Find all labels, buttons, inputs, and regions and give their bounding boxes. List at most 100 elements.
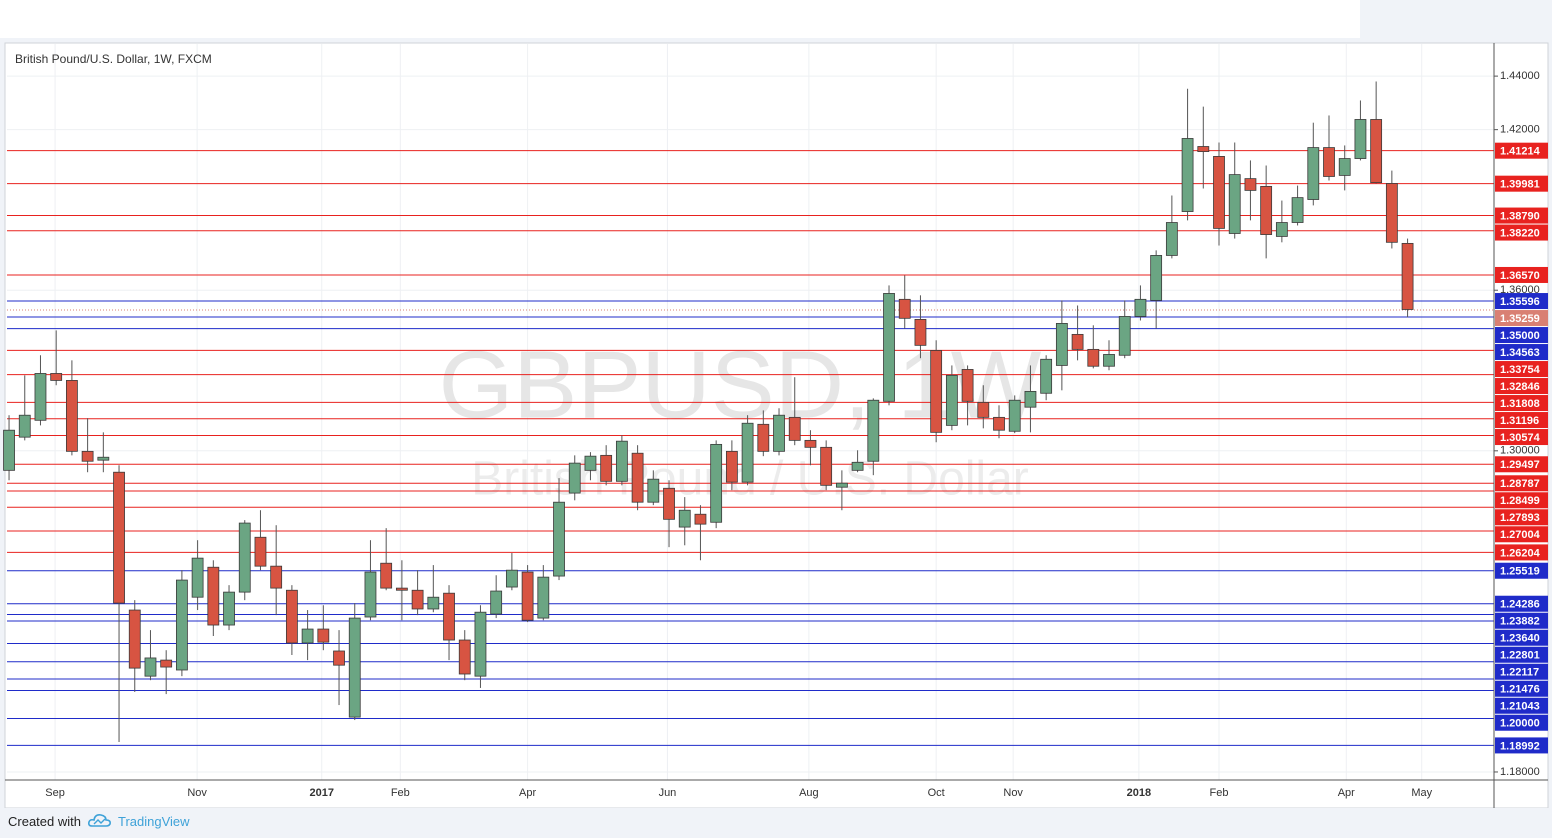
candle-body [411,589,424,610]
level-label-bg [1495,344,1548,361]
candle-body [930,350,943,433]
x-tick-label: Nov [187,787,207,799]
last-price-label-bg [1495,310,1548,327]
footer-brand[interactable]: TradingView [118,814,190,829]
level-label-bg [1495,266,1548,283]
level-label: 1.18992 [1500,740,1540,752]
level-label: 1.38790 [1500,210,1540,222]
candle-body [568,462,581,494]
candle-body [993,416,1005,431]
x-tick-label: Feb [1210,787,1229,799]
candle-body [773,414,785,452]
candle-body [1150,255,1163,301]
level-label: 1.38220 [1500,227,1540,239]
x-tick-label: Apr [1338,787,1355,799]
candle-body [81,450,94,462]
candle-body [34,373,47,421]
level-label-bg [1495,714,1548,731]
candle-body [1244,178,1257,191]
x-tick-label: May [1411,787,1432,799]
level-label-bg [1495,429,1548,446]
level-label-bg [1495,327,1548,344]
candle-body [631,452,644,503]
grid [7,44,1494,780]
candle-body [238,522,251,593]
level-label-bg [1495,492,1548,509]
level-label-bg [1495,412,1548,429]
candle-body [1024,390,1037,408]
candle-body [458,639,471,675]
candle-body [1228,174,1241,234]
top-bar [0,0,1360,38]
x-tick-label: Jun [659,787,677,799]
candle-body [1055,323,1068,366]
level-label: 1.24286 [1500,599,1540,611]
level-label: 1.31808 [1500,398,1540,410]
level-label: 1.35000 [1500,330,1540,342]
level-label: 1.21476 [1500,684,1540,696]
candle-body [1181,138,1194,212]
candle-body [1087,348,1100,367]
candle-body [254,536,267,567]
candle-body [1134,298,1147,317]
level-label-bg [1495,629,1548,646]
candle-body [584,455,597,471]
level-label-bg [1495,737,1548,754]
candle-body [1323,147,1335,177]
level-label: 1.22801 [1500,650,1540,662]
level-label-bg [1495,142,1548,159]
candle-body [521,571,534,621]
candle-body [710,443,723,523]
candle-body [348,617,361,718]
candle-body [663,487,675,520]
candle-body [537,576,550,619]
candle-body [443,592,455,641]
candle-body [395,587,408,591]
level-label: 1.32846 [1500,381,1540,393]
level-label: 1.23640 [1500,633,1540,645]
candle-body [427,596,440,610]
level-label-bg [1495,395,1548,412]
level-label-bg [1495,663,1548,680]
chart-title: British Pound/U.S. Dollar, 1W, FXCM [15,52,212,66]
tradingview-logo[interactable] [88,812,112,828]
chart: GBPUSD, 1W British Pound / U.S. Dollar S… [3,42,1549,808]
candle-body [333,650,345,666]
candle-body [600,454,613,482]
footer-created-with: Created with [8,814,81,829]
level-label: 1.20000 [1500,718,1540,730]
level-label: 1.33754 [1500,364,1541,376]
candle-body [977,401,990,418]
candle-body [1338,158,1351,176]
candle-body [505,569,518,588]
candle-body [3,429,15,471]
candle-body [741,422,754,483]
candle-body [678,509,691,528]
candle-body [961,369,974,402]
level-label: 1.29497 [1500,459,1540,471]
candle-body [883,293,895,402]
level-label: 1.23882 [1500,616,1540,628]
y-tick-label: 1.18000 [1500,766,1540,778]
candle-body [1165,222,1178,256]
candle-body [175,579,188,671]
candle-body [1008,399,1021,432]
level-label-bg [1495,475,1548,492]
candle-body [1291,197,1304,223]
level-label: 1.31196 [1500,415,1539,427]
level-label-bg [1495,646,1548,663]
last-price-label: 1.35259 [1500,313,1540,325]
x-tick-label: Oct [928,787,945,799]
x-tick-label: Aug [799,787,819,799]
candle-body [474,611,487,677]
level-label: 1.39981 [1500,179,1540,191]
candle-body [945,374,958,426]
level-label: 1.28787 [1500,478,1540,490]
candle-body [1103,354,1115,367]
candle-body [1385,183,1398,243]
candle-body [65,380,78,452]
candle-body [851,461,864,471]
candle-body [364,571,377,618]
candle-body [380,562,393,589]
level-label-bg [1495,562,1548,579]
